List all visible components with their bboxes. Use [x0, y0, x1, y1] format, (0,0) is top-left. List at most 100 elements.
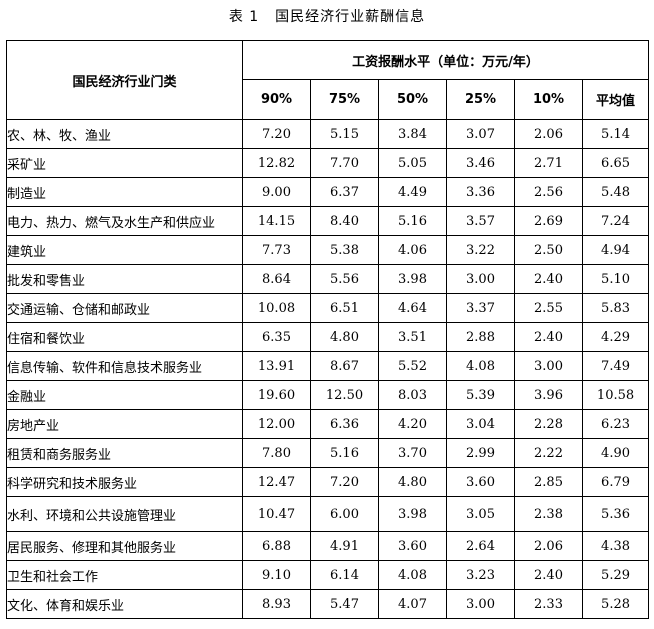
p10-cell: 3.00 — [514, 351, 583, 381]
p10-cell: 2.28 — [514, 409, 583, 439]
average-cell: 6.23 — [581, 409, 650, 439]
category-cell: 金融业 — [6, 380, 243, 410]
column-header-p90: 90% — [242, 79, 311, 120]
average-cell: 4.29 — [581, 322, 650, 352]
p10-cell: 2.85 — [514, 467, 583, 497]
column-header-average: 平均值 — [581, 79, 650, 120]
p75-cell: 6.36 — [310, 409, 379, 439]
p25-cell: 3.00 — [446, 264, 515, 294]
p25-cell: 2.88 — [446, 322, 515, 352]
p90-cell: 7.80 — [242, 438, 311, 468]
p25-cell: 3.57 — [446, 206, 515, 236]
average-cell: 5.48 — [581, 177, 650, 207]
p50-cell: 8.03 — [378, 380, 447, 410]
p75-cell: 8.40 — [310, 206, 379, 236]
category-cell: 制造业 — [6, 177, 243, 207]
p75-cell: 5.38 — [310, 235, 379, 265]
p50-cell: 5.16 — [378, 206, 447, 236]
p25-cell: 3.22 — [446, 235, 515, 265]
category-cell: 住宿和餐饮业 — [6, 322, 243, 352]
header-row-group: 国民经济行业门类 工资报酬水平（单位：万元/年） — [6, 40, 650, 120]
p90-cell: 14.15 — [242, 206, 311, 236]
p90-cell: 8.93 — [242, 589, 311, 619]
table-row: 批发和零售业 8.64 5.56 3.98 3.00 2.40 5.10 — [6, 264, 650, 294]
p10-cell: 2.22 — [514, 438, 583, 468]
column-header-p25: 25% — [446, 79, 515, 120]
p90-cell: 12.82 — [242, 148, 311, 178]
table-row: 住宿和餐饮业 6.35 4.80 3.51 2.88 2.40 4.29 — [6, 322, 650, 352]
average-cell: 5.29 — [581, 560, 650, 590]
p75-cell: 5.15 — [310, 119, 379, 149]
p25-cell: 3.07 — [446, 119, 515, 149]
p90-cell: 13.91 — [242, 351, 311, 381]
average-cell: 5.83 — [581, 293, 650, 323]
p25-cell: 5.39 — [446, 380, 515, 410]
p10-cell: 2.06 — [514, 531, 583, 561]
category-cell: 建筑业 — [6, 235, 243, 265]
average-cell: 5.36 — [581, 496, 650, 532]
average-cell: 5.14 — [581, 119, 650, 149]
average-cell: 7.49 — [581, 351, 650, 381]
average-cell: 6.65 — [581, 148, 650, 178]
table-row: 建筑业 7.73 5.38 4.06 3.22 2.50 4.94 — [6, 235, 650, 265]
p25-cell: 2.99 — [446, 438, 515, 468]
table-number: 表 1 — [228, 9, 260, 25]
p90-cell: 8.64 — [242, 264, 311, 294]
header-row-columns: 90% 75% 50% 25% 10% 平均值 — [7, 79, 650, 120]
p10-cell: 2.33 — [514, 589, 583, 619]
category-cell: 农、林、牧、渔业 — [6, 119, 243, 149]
average-cell: 6.79 — [581, 467, 650, 497]
p10-cell: 2.56 — [514, 177, 583, 207]
table-row: 卫生和社会工作 9.10 6.14 4.08 3.23 2.40 5.29 — [6, 560, 650, 590]
p25-cell: 3.00 — [446, 589, 515, 619]
category-cell: 水利、环境和公共设施管理业 — [6, 496, 243, 532]
p50-cell: 5.05 — [378, 148, 447, 178]
p25-cell: 3.37 — [446, 293, 515, 323]
category-cell: 房地产业 — [6, 409, 243, 439]
p75-cell: 4.91 — [310, 531, 379, 561]
p50-cell: 4.80 — [378, 467, 447, 497]
average-cell: 4.94 — [581, 235, 650, 265]
p50-cell: 3.98 — [378, 264, 447, 294]
category-cell: 居民服务、修理和其他服务业 — [6, 531, 243, 561]
p50-cell: 4.20 — [378, 409, 447, 439]
column-header-p75: 75% — [310, 79, 379, 120]
table-row: 房地产业 12.00 6.36 4.20 3.04 2.28 6.23 — [6, 409, 650, 439]
p25-cell: 2.64 — [446, 531, 515, 561]
table-row: 金融业 19.60 12.50 8.03 5.39 3.96 10.58 — [6, 380, 650, 410]
p50-cell: 3.98 — [378, 496, 447, 532]
salary-table: 国民经济行业门类 工资报酬水平（单位：万元/年） 90% 75% 50% 25%… — [6, 40, 650, 619]
table-title: 国民经济行业薪酬信息 — [275, 9, 426, 25]
table-caption: 表 1 国民经济行业薪酬信息 — [0, 6, 654, 26]
p10-cell: 2.40 — [514, 264, 583, 294]
category-cell: 信息传输、软件和信息技术服务业 — [6, 351, 243, 381]
p75-cell: 12.50 — [310, 380, 379, 410]
table-body: 农、林、牧、渔业 7.20 5.15 3.84 3.07 2.06 5.14 采矿业 12.82… — [6, 119, 650, 619]
average-cell: 5.10 — [581, 264, 650, 294]
p25-cell: 3.23 — [446, 560, 515, 590]
table-row: 信息传输、软件和信息技术服务业 13.91 8.67 5.52 4.08 3.00 7.49 — [6, 351, 650, 381]
p10-cell: 2.69 — [514, 206, 583, 236]
p10-cell: 2.40 — [514, 560, 583, 590]
average-cell: 7.24 — [581, 206, 650, 236]
column-header-p10: 10% — [514, 79, 583, 120]
category-cell: 文化、体育和娱乐业 — [6, 589, 243, 619]
table-row: 租赁和商务服务业 7.80 5.16 3.70 2.99 2.22 4.90 — [6, 438, 650, 468]
p75-cell: 6.51 — [310, 293, 379, 323]
p90-cell: 19.60 — [242, 380, 311, 410]
category-cell: 电力、热力、燃气及水生产和供应业 — [6, 206, 243, 236]
table-row: 采矿业 12.82 7.70 5.05 3.46 2.71 6.65 — [6, 148, 650, 178]
table-row: 居民服务、修理和其他服务业 6.88 4.91 3.60 2.64 2.06 4.38 — [6, 531, 650, 561]
category-cell: 批发和零售业 — [6, 264, 243, 294]
p25-cell: 3.05 — [446, 496, 515, 532]
column-header-p50: 50% — [378, 79, 447, 120]
table-row: 科学研究和技术服务业 12.47 7.20 4.80 3.60 2.85 6.79 — [6, 467, 650, 497]
category-cell: 租赁和商务服务业 — [6, 438, 243, 468]
p50-cell: 4.06 — [378, 235, 447, 265]
table-row: 文化、体育和娱乐业 8.93 5.47 4.07 3.00 2.33 5.28 — [6, 589, 650, 619]
p50-cell: 3.84 — [378, 119, 447, 149]
p75-cell: 5.47 — [310, 589, 379, 619]
p10-cell: 2.40 — [514, 322, 583, 352]
table-row: 交通运输、仓储和邮政业 10.08 6.51 4.64 3.37 2.55 5.83 — [6, 293, 650, 323]
row-header-category: 国民经济行业门类 — [6, 40, 243, 120]
